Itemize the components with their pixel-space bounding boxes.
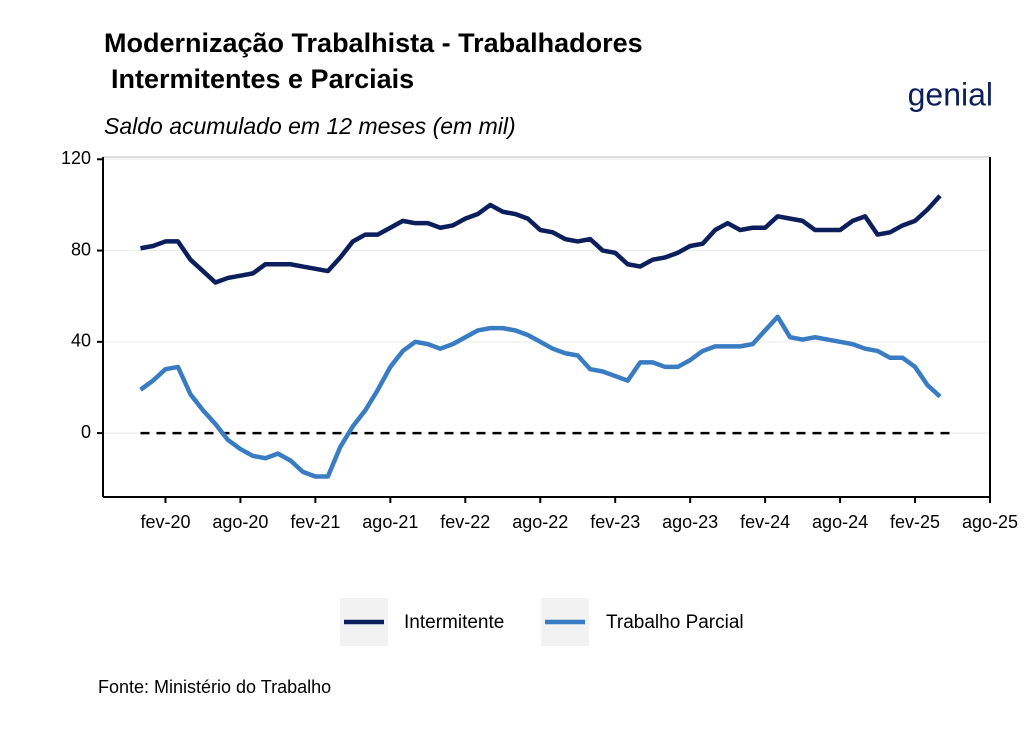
series-line — [139, 314, 942, 479]
chart-subtitle: Saldo acumulado em 12 meses (em mil) — [104, 113, 516, 139]
x-tick-label: fev-24 — [740, 512, 790, 532]
y-tick-label: 120 — [61, 148, 91, 168]
x-tick-label: ago-20 — [212, 512, 268, 532]
x-tick-label: ago-25 — [962, 512, 1018, 532]
x-tick-label: ago-23 — [662, 512, 718, 532]
legend-label: Trabalho Parcial — [606, 612, 744, 633]
x-tick-label: ago-21 — [362, 512, 418, 532]
x-tick-label: fev-25 — [890, 512, 940, 532]
x-tick-label: ago-22 — [512, 512, 568, 532]
legend-label: Intermitente — [404, 612, 504, 633]
chart-title: Modernização Trabalhista - Trabalhadores — [104, 28, 643, 58]
x-tick-label: fev-20 — [140, 512, 190, 532]
y-tick-label: 40 — [71, 331, 91, 351]
x-tick-label: fev-21 — [290, 512, 340, 532]
source: Fonte: Ministério do Trabalho — [98, 677, 331, 697]
x-tick-label: fev-23 — [590, 512, 640, 532]
y-tick-label: 80 — [71, 239, 91, 259]
x-tick-label: ago-24 — [812, 512, 868, 532]
chart-title: Intermitentes e Parciais — [111, 64, 414, 94]
logo: genial — [908, 76, 993, 112]
x-tick-label: fev-22 — [440, 512, 490, 532]
y-tick-label: 0 — [81, 422, 91, 442]
series-line — [140, 194, 942, 285]
